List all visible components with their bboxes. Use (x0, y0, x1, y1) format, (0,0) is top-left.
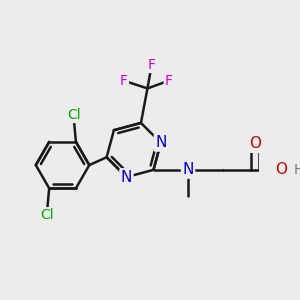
Text: O: O (249, 136, 261, 152)
Text: N: N (155, 135, 166, 150)
Text: F: F (165, 74, 173, 88)
Text: Cl: Cl (67, 108, 81, 122)
Text: O: O (275, 162, 287, 177)
Text: Cl: Cl (40, 208, 54, 222)
Text: N: N (121, 169, 132, 184)
Text: F: F (148, 58, 156, 72)
Text: H: H (294, 163, 300, 177)
Text: N: N (182, 162, 194, 177)
Text: F: F (120, 74, 128, 88)
